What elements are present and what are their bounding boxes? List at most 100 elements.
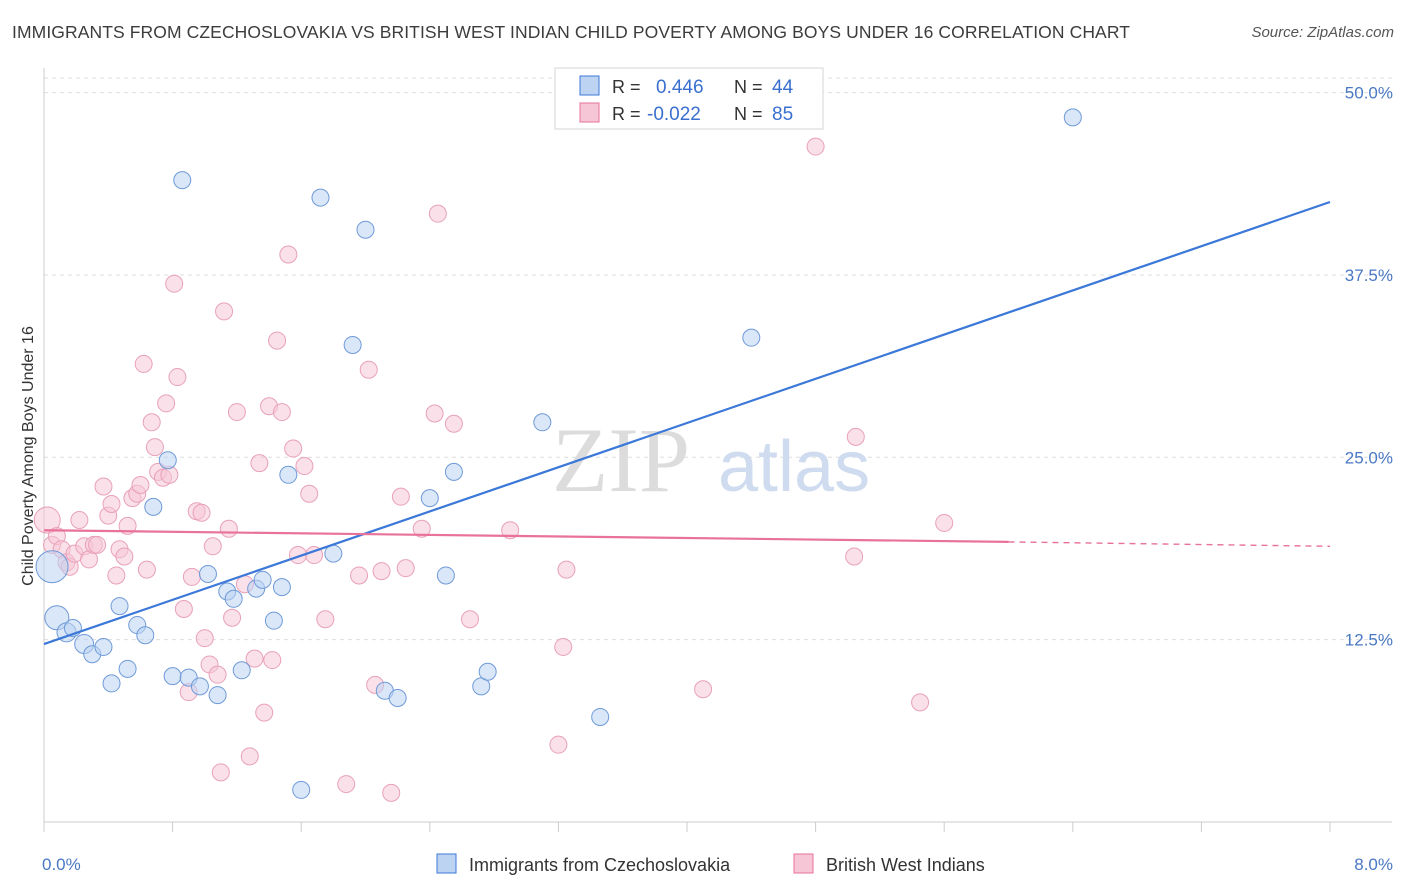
y-tick-label-0: 12.5%: [1345, 631, 1393, 650]
pink-point-56: [284, 439, 303, 458]
pink-point-40: [208, 665, 227, 684]
pink-point-47: [240, 747, 259, 766]
pink-point-54: [272, 403, 291, 422]
pink-point-41: [211, 763, 230, 782]
blue-point-19: [208, 686, 227, 705]
y-tick-label-3: 50.0%: [1345, 84, 1393, 103]
y-tick-label-1: 25.0%: [1345, 448, 1393, 467]
pink-point-79: [694, 680, 713, 699]
pink-point-48: [245, 649, 264, 668]
pink-point-53: [268, 331, 287, 350]
blue-point-9: [118, 659, 137, 678]
pink-point-7: [70, 511, 89, 530]
blue-point-40: [533, 413, 552, 432]
series-immigrants-czechoslovakia: [35, 108, 1082, 799]
pink-point-17: [115, 547, 134, 566]
legend-swatch-blue: [579, 75, 600, 96]
blue-point-42: [742, 328, 761, 347]
pink-point-61: [316, 610, 335, 629]
legend-r-label-1: R =: [612, 77, 641, 97]
pink-point-34: [182, 567, 201, 586]
pink-point-50: [255, 703, 274, 722]
pink-point-75: [501, 521, 520, 540]
pink-point-84: [935, 513, 954, 532]
legend-n-value-2: 85: [772, 104, 793, 125]
blue-point-34: [388, 689, 407, 707]
pink-point-72: [428, 204, 447, 223]
y-axis-label: Child Poverty Among Boys Under 16: [20, 326, 37, 586]
watermark: ZIP atlas: [552, 409, 870, 511]
top-legend: R = 0.446 N = 44 R = -0.022 N = 85: [554, 67, 824, 130]
blue-point-22: [232, 661, 251, 680]
blue-point-37: [444, 462, 463, 481]
pink-point-43: [219, 519, 238, 538]
pink-point-49: [250, 454, 269, 473]
pink-point-62: [337, 775, 356, 794]
blue-point-14: [163, 667, 182, 686]
pink-point-42: [215, 302, 234, 321]
pink-point-32: [174, 600, 193, 619]
tick-labels: 12.5% 25.0% 37.5% 50.0% 0.0% 8.0%: [42, 84, 1393, 874]
bottom-legend-label-blue: Immigrants from Czechoslovakia: [469, 855, 731, 875]
blue-point-13: [158, 451, 177, 470]
blue-point-8: [110, 597, 129, 616]
pink-point-39: [203, 537, 222, 556]
series-british-west-indians: [33, 137, 954, 802]
x-tick-label-1: 8.0%: [1354, 855, 1393, 874]
pink-point-45: [227, 403, 246, 422]
pink-point-74: [460, 610, 479, 629]
blue-point-35: [420, 489, 439, 508]
legend-n-value-1: 44: [772, 77, 794, 98]
trend-line-blue: [43, 200, 1331, 646]
blue-point-25: [264, 611, 283, 630]
pink-point-67: [382, 783, 401, 802]
y-tick-label-2: 37.5%: [1345, 266, 1393, 285]
blue-point-26: [272, 578, 291, 597]
axes: [43, 68, 1392, 832]
blue-point-24: [253, 570, 272, 589]
blue-point-11: [136, 626, 155, 645]
blue-point-18: [198, 565, 217, 583]
blue-point-41: [591, 707, 610, 726]
bottom-legend-swatch-pink: [793, 853, 814, 874]
pink-point-37: [195, 629, 214, 648]
legend-r-value-2: -0.022: [647, 104, 701, 125]
x-tick-label-0: 0.0%: [42, 855, 81, 874]
pink-point-77: [554, 637, 573, 656]
legend-n-label-2: N =: [734, 104, 763, 124]
pink-point-25: [145, 438, 164, 457]
pink-point-78: [557, 560, 576, 579]
pink-point-52: [263, 651, 282, 670]
blue-point-12: [144, 497, 163, 516]
chart-source: Source: ZipAtlas.com: [1251, 24, 1394, 41]
pink-point-68: [391, 487, 410, 506]
blue-point-39: [478, 662, 497, 681]
blue-point-36: [436, 566, 455, 585]
pink-point-23: [137, 560, 156, 579]
legend-box: [554, 67, 824, 130]
pink-point-22: [134, 354, 153, 373]
blue-point-6: [94, 637, 113, 656]
pink-point-71: [425, 404, 444, 423]
pink-point-66: [372, 562, 391, 581]
trend-lines: [43, 200, 1331, 646]
pink-point-11: [88, 535, 107, 554]
pink-point-73: [444, 414, 463, 433]
pink-point-30: [165, 274, 184, 293]
blue-point-32: [356, 220, 375, 239]
pink-point-80: [806, 137, 825, 156]
blue-point-17: [190, 677, 209, 696]
blue-point-0: [35, 550, 69, 584]
pink-point-58: [295, 457, 314, 476]
blue-point-21: [224, 589, 243, 608]
chart-title: IMMIGRANTS FROM CZECHOSLOVAKIA VS BRITIS…: [12, 22, 1131, 42]
blue-point-28: [292, 780, 311, 799]
pink-point-15: [107, 566, 126, 585]
blue-point-29: [311, 188, 330, 207]
legend-swatch-pink: [579, 102, 600, 123]
pink-point-31: [168, 368, 187, 387]
pink-point-0: [33, 506, 61, 534]
pink-point-55: [279, 245, 298, 264]
bottom-legend-swatch-blue: [436, 853, 457, 874]
grid-lines: [44, 77, 1392, 641]
